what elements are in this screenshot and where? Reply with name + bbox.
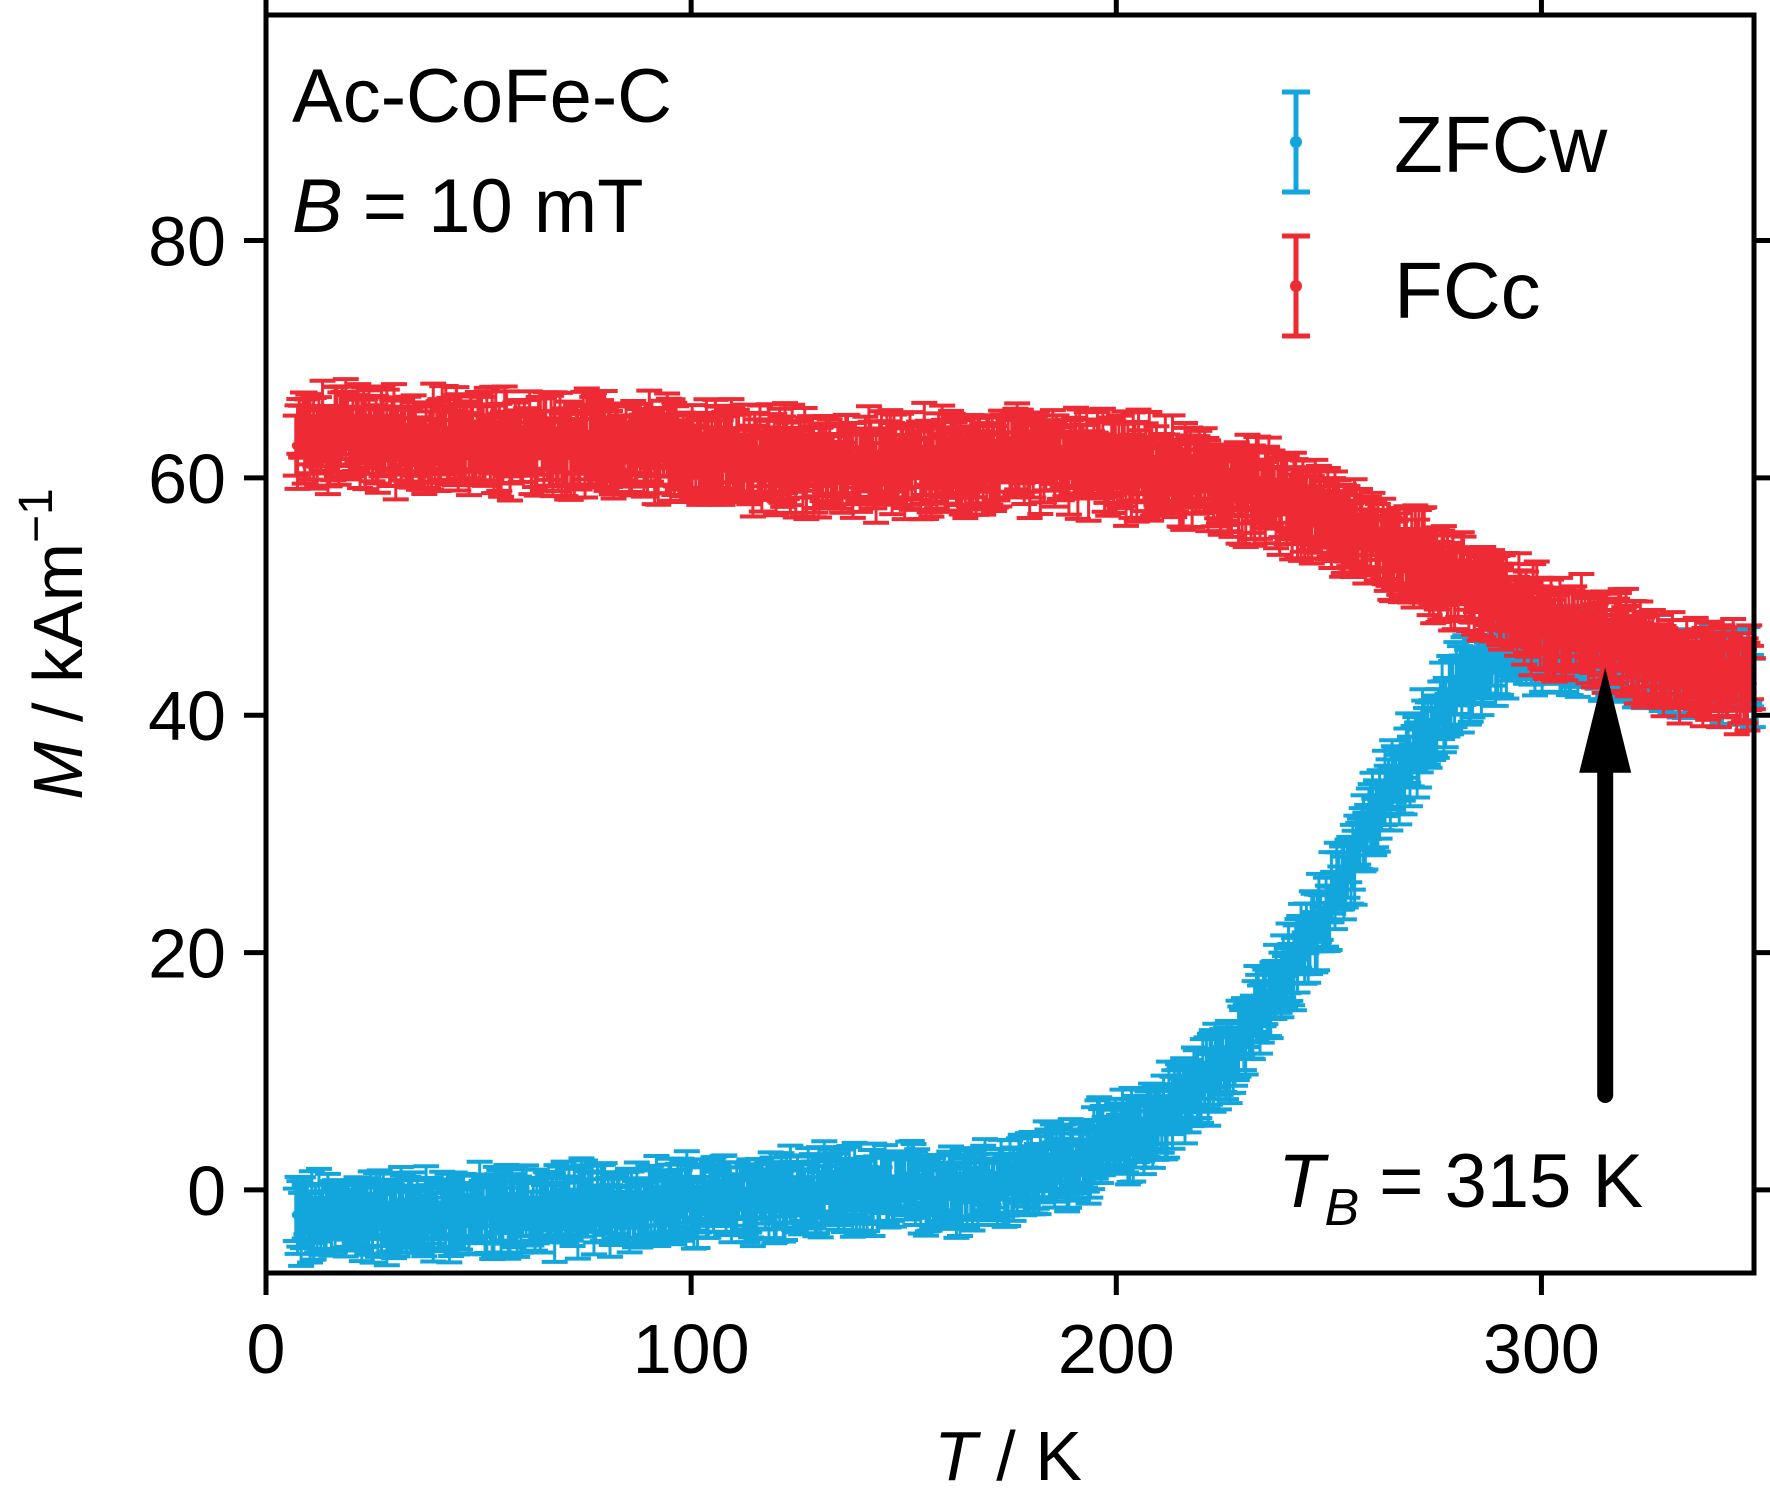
series-FCc bbox=[282, 377, 1766, 737]
annotation-blocking-temperature: TB = 315 K bbox=[1278, 1139, 1643, 1237]
plot-area bbox=[282, 377, 1766, 1268]
blocking-temperature-arrow bbox=[1579, 667, 1632, 1103]
legend-marker-fcc bbox=[1282, 233, 1310, 339]
plot-frame bbox=[263, 12, 1757, 1276]
x-tick-label: 200 bbox=[1058, 1310, 1175, 1388]
y-axis-title: M / kAm−1 bbox=[10, 488, 97, 799]
arrow-head bbox=[1579, 667, 1632, 773]
data-point bbox=[520, 412, 547, 477]
y-tick-label: 20 bbox=[148, 915, 226, 993]
data-point bbox=[938, 408, 965, 496]
legend-label-fcc: FCc bbox=[1394, 246, 1541, 335]
data-point bbox=[1225, 998, 1252, 1079]
y-tick-label: 40 bbox=[148, 677, 226, 755]
legend: ZFCw FCc bbox=[1282, 89, 1608, 339]
x-tick-label: 0 bbox=[247, 1310, 286, 1388]
legend-label-zfcw: ZFCw bbox=[1394, 100, 1608, 189]
x-tick-label: 300 bbox=[1483, 1310, 1600, 1388]
legend-marker-zfcw bbox=[1282, 89, 1310, 195]
axis-ticks: 0 100 200 300 0 20 40 60 80 bbox=[148, 0, 1770, 1388]
data-point bbox=[1738, 643, 1765, 702]
y-tick-label: 0 bbox=[187, 1152, 226, 1230]
x-axis-title: T / K bbox=[934, 1417, 1082, 1495]
y-tick-label: 60 bbox=[148, 440, 226, 518]
annotation-sample: Ac-CoFe-C bbox=[292, 54, 672, 139]
data-point bbox=[1120, 1109, 1147, 1184]
y-tick-label: 80 bbox=[148, 202, 226, 280]
annotation-field: B = 10 mT bbox=[292, 164, 644, 249]
x-tick-label: 100 bbox=[633, 1310, 750, 1388]
